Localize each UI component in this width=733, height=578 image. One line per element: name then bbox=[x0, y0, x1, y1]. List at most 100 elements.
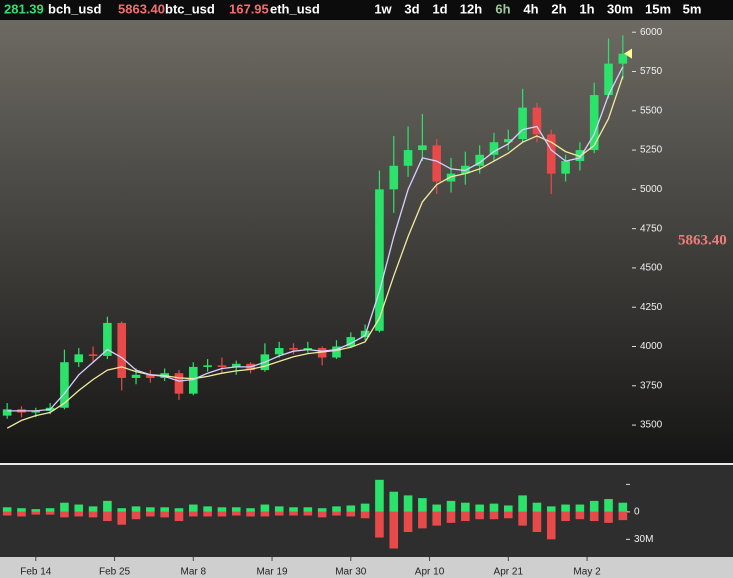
volume-bar bbox=[432, 511, 441, 526]
volume-bar bbox=[575, 504, 585, 512]
ticker-price: 281.39 bbox=[4, 1, 44, 16]
timeframe-button[interactable]: 15m bbox=[645, 1, 671, 16]
volume-bar bbox=[575, 511, 585, 520]
candle-body bbox=[418, 145, 427, 151]
timeframe-button[interactable]: 2h bbox=[551, 1, 566, 16]
candle-body bbox=[332, 346, 341, 358]
volume-bar bbox=[117, 511, 126, 525]
candle-body bbox=[618, 53, 628, 64]
volume-bar bbox=[489, 503, 499, 512]
y-tick-label: 3500 bbox=[640, 420, 663, 431]
volume-bar bbox=[45, 508, 55, 512]
timeframe-button[interactable]: 6h bbox=[495, 1, 510, 16]
volume-bar bbox=[231, 507, 241, 512]
candle-body bbox=[346, 337, 356, 347]
volume-bar bbox=[131, 506, 141, 512]
y-tick-label: 5750 bbox=[640, 66, 663, 77]
candle-body bbox=[231, 363, 241, 367]
timeframe-button[interactable]: 3d bbox=[404, 1, 419, 16]
volume-bar bbox=[475, 511, 484, 520]
volume-bar bbox=[332, 511, 341, 516]
volume-bar bbox=[31, 511, 41, 515]
volume-bar bbox=[446, 500, 456, 512]
volume-bar bbox=[88, 506, 98, 512]
volume-bar bbox=[203, 506, 212, 512]
volume-bar bbox=[346, 505, 356, 512]
candle-body bbox=[589, 95, 599, 151]
volume-bar bbox=[618, 502, 628, 512]
volume-bar bbox=[389, 511, 399, 549]
candle-body bbox=[518, 107, 527, 140]
volume-bar bbox=[360, 503, 370, 512]
volume-bar bbox=[289, 507, 298, 512]
volume-bar bbox=[146, 511, 155, 517]
last-price-marker bbox=[624, 48, 632, 59]
last-price-label: 5863.40 bbox=[678, 232, 727, 248]
volume-bar bbox=[418, 498, 427, 512]
volume-tick-label: 30M bbox=[634, 534, 653, 545]
volume-bar bbox=[17, 511, 26, 517]
volume-bar bbox=[589, 500, 599, 512]
price-pane bbox=[0, 20, 733, 463]
volume-bar bbox=[174, 508, 184, 512]
volume-bar bbox=[360, 511, 370, 519]
timeframe-button[interactable]: 12h bbox=[460, 1, 482, 16]
x-tick-label: Feb 14 bbox=[20, 567, 52, 578]
timeframe-button[interactable]: 30m bbox=[607, 1, 633, 16]
volume-bar bbox=[375, 479, 384, 512]
volume-bar bbox=[317, 511, 327, 518]
volume-bar bbox=[189, 511, 198, 517]
volume-bar bbox=[546, 506, 556, 512]
volume-bar bbox=[303, 507, 313, 512]
volume-bar bbox=[260, 511, 270, 517]
timeframe-button[interactable]: 1d bbox=[432, 1, 447, 16]
volume-bar bbox=[518, 495, 527, 512]
y-tick-label: 4500 bbox=[640, 263, 663, 274]
candle-body bbox=[60, 362, 69, 408]
y-tick-label: 4000 bbox=[640, 341, 663, 352]
volume-bar bbox=[403, 511, 413, 533]
volume-bar bbox=[389, 491, 399, 512]
timeframe-button[interactable]: 5m bbox=[683, 1, 702, 16]
candle-body bbox=[303, 348, 313, 350]
volume-bar bbox=[217, 507, 227, 512]
timeframe-button[interactable]: 1h bbox=[579, 1, 594, 16]
candle-body bbox=[146, 374, 155, 378]
candle-body bbox=[103, 322, 112, 356]
volume-bar bbox=[103, 500, 112, 512]
volume-bar bbox=[303, 511, 313, 516]
volume-bar bbox=[31, 509, 41, 512]
volume-bar bbox=[274, 506, 284, 512]
timeframe-button[interactable]: 4h bbox=[523, 1, 538, 16]
candle-body bbox=[532, 107, 542, 135]
volume-bar bbox=[146, 507, 155, 512]
volume-bar bbox=[88, 511, 98, 518]
volume-bar bbox=[317, 508, 327, 512]
time-axis bbox=[0, 557, 733, 578]
candle-body bbox=[461, 165, 470, 174]
volume-bar bbox=[131, 511, 141, 520]
candle-body bbox=[546, 134, 556, 174]
candle-body bbox=[389, 165, 399, 190]
volume-bar bbox=[461, 511, 470, 522]
volume-bar bbox=[446, 511, 456, 523]
candle-body bbox=[561, 161, 570, 174]
y-tick-label: 4750 bbox=[640, 223, 663, 234]
volume-bar bbox=[246, 511, 255, 517]
volume-bar bbox=[45, 511, 55, 515]
x-tick-label: Apr 21 bbox=[494, 567, 524, 578]
volume-bar bbox=[561, 504, 570, 512]
y-tick-label: 3750 bbox=[640, 380, 663, 391]
ticker-symbol: bch_usd bbox=[48, 1, 102, 16]
ma-slow-line bbox=[6, 75, 624, 429]
timeframe-button[interactable]: 1w bbox=[374, 1, 392, 16]
volume-bar bbox=[475, 504, 484, 512]
volume-bar bbox=[604, 511, 613, 523]
x-tick-label: Feb 25 bbox=[99, 567, 131, 578]
candle-body bbox=[174, 373, 184, 394]
candle-body bbox=[74, 354, 84, 363]
volume-bar bbox=[403, 495, 413, 512]
volume-bar bbox=[60, 511, 69, 518]
